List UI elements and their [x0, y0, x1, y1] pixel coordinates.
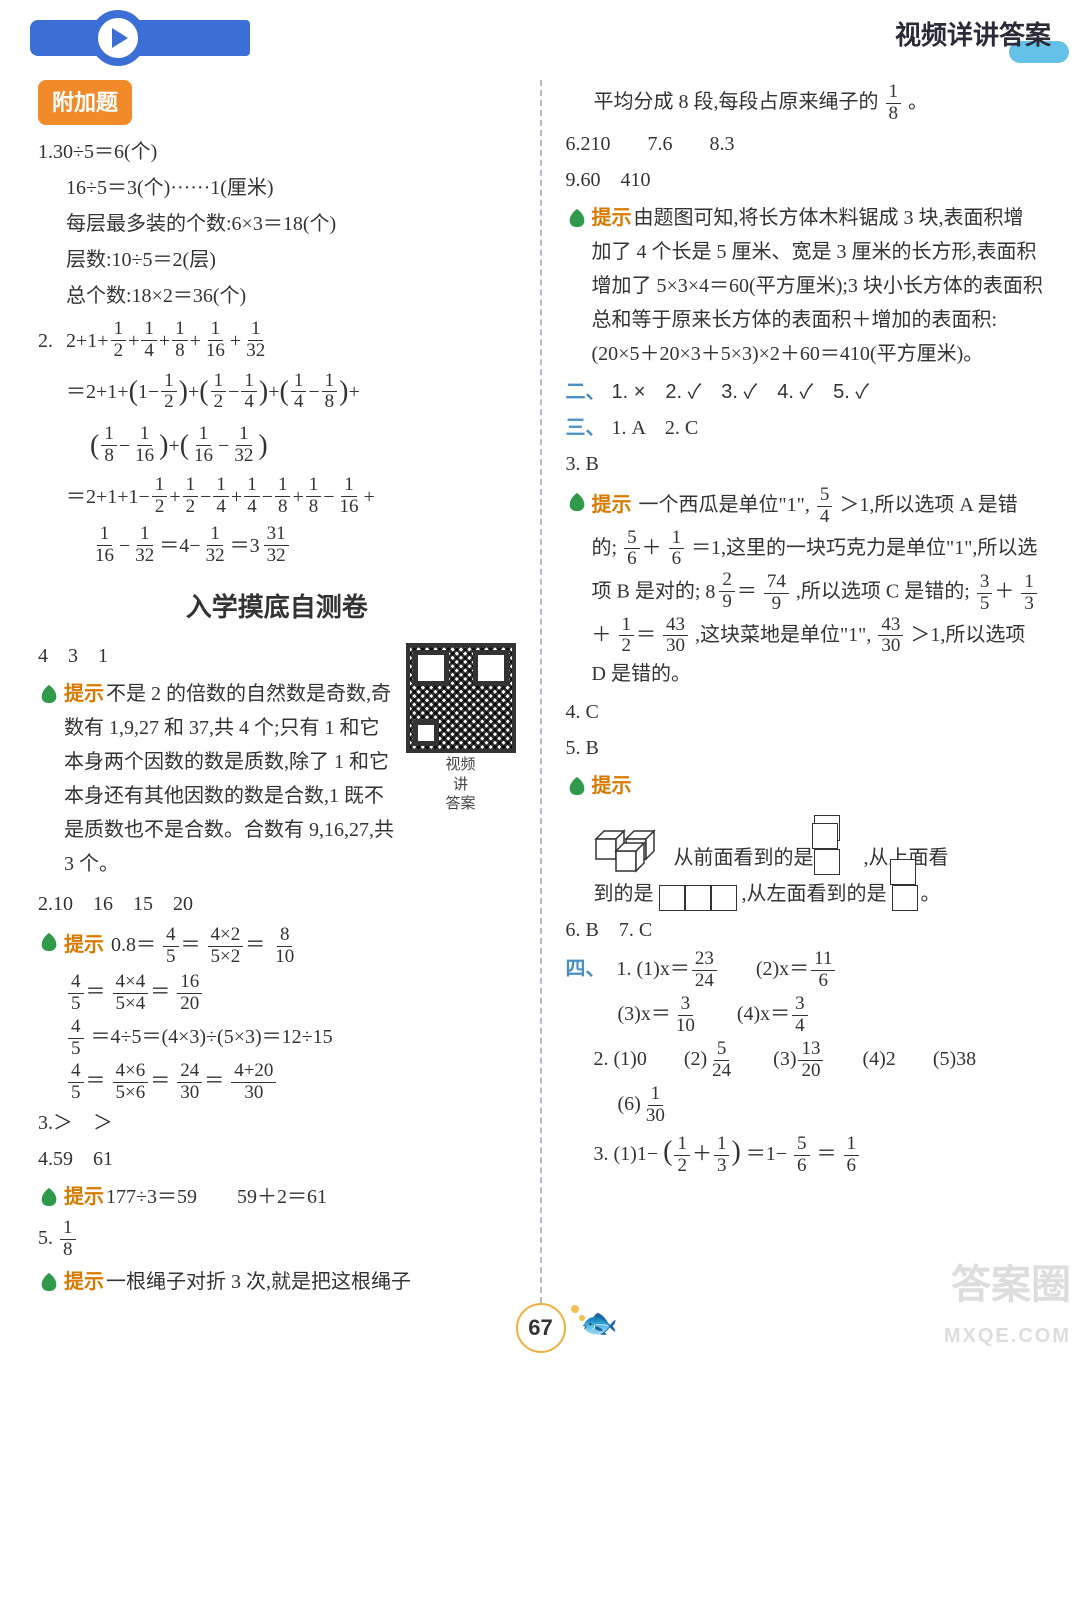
extra-badge: 附加题 [38, 80, 132, 125]
leaf-icon [38, 1271, 60, 1293]
s3-3: 3. B [566, 447, 1044, 481]
s4-1: 四、 1. (1)x＝2324 (2)x＝116 [566, 949, 1044, 992]
section-3-l1: 三、1. A 2. C [566, 411, 1044, 445]
s4-3: 3. (1)1− (12＋13) ＝1− 56 ＝ 16 [566, 1128, 1044, 1177]
leaf-icon [38, 683, 60, 705]
s3-4: 4. C [566, 695, 1044, 729]
s4-2: 2. (1)0 (2)524 (3)1320 (4)2 (5)38 [566, 1039, 1044, 1082]
logo [30, 10, 250, 60]
q678: 6.210 7.6 8.3 [566, 127, 1044, 161]
p1-line: 每层最多装的个数:6×3＝18(个) [38, 207, 516, 241]
q2-ans: 2.10 16 15 20 [38, 887, 516, 921]
leaf-icon [566, 491, 588, 513]
cube-icon [594, 819, 674, 875]
fish-icon: 🐟 [581, 1298, 618, 1349]
section-2: 二、1. × 2. ✓ 3. ✓ 4. ✓ 5. ✓ [566, 375, 1044, 409]
p1-line: 总个数:18×2＝36(个) [38, 279, 516, 313]
tip-block: 提示一根绳子对折 3 次,就是把这根绳子 [38, 1265, 516, 1299]
p2-step: (18−116)+ (116−132) [38, 422, 516, 470]
leaf-icon [566, 207, 588, 229]
page-title: 视频详讲答案 [895, 13, 1051, 57]
tip-block: 提示 0.8＝ 45＝ 4×25×2＝ 810 [38, 925, 516, 968]
p2-expr: 2. 2+1+ 12+ 14+ 18+ 116+ 132 [38, 319, 516, 362]
s4-1b: (3)x＝310 (4)x＝34 [566, 994, 1044, 1037]
s3-67: 6. B 7. C [566, 913, 1044, 947]
s3-5: 5. B [566, 731, 1044, 765]
p1-line: 层数:10÷5＝2(层) [38, 243, 516, 277]
watermark: 答案圈 MXQE.COM [944, 1251, 1071, 1353]
leaf-icon [38, 1186, 60, 1208]
cube-views-2: 到的是 ,从左面看到的是 。 [566, 877, 1044, 911]
column-divider [540, 80, 542, 1303]
s4-2b: (6)130 [566, 1084, 1044, 1127]
qr-block: 视频讲答案 [406, 643, 516, 814]
q2-eq: 45＝ 4×45×4＝ 1620 [38, 972, 516, 1015]
p2-step: ＝2+1+ (1−12)+ (12−14)+ (14−18)+ [38, 368, 516, 416]
p1-line: 1.30÷5＝6(个) [38, 135, 516, 169]
section-subtitle: 入学摸底自测卷 [38, 585, 516, 629]
top-bar: 视频详讲答案 [0, 0, 1081, 80]
tip-block: 提示不是 2 的倍数的自然数是奇数,奇数有 1,9,27 和 37,共 4 个;… [38, 677, 398, 881]
leaf-icon [38, 931, 60, 953]
tip-block: 提示177÷3＝59 59＋2＝61 [38, 1180, 516, 1214]
q5: 5. 18 [38, 1218, 516, 1261]
p2-step: 116− 132 ＝4− 132 ＝ 33132 [38, 524, 516, 567]
qr-label: 视频讲答案 [406, 755, 516, 814]
left-column: 附加题 1.30÷5＝6(个) 16÷5＝3(个)······1(厘米) 每层最… [20, 80, 534, 1303]
tip-block: 提示 一个西瓜是单位"1", 54 ＞1,所以选项 A 是错的; 56＋ 16 … [566, 485, 1044, 692]
cont-text: 平均分成 8 段,每段占原来绳子的 18 。 [566, 82, 1044, 125]
page-number: 67 [516, 1303, 566, 1353]
qr-icon[interactable] [406, 643, 516, 753]
cube-views: 从前面看到的是 ,从上面看 [566, 807, 1044, 875]
right-column: 平均分成 8 段,每段占原来绳子的 18 。 6.210 7.6 8.3 9.6… [548, 80, 1062, 1303]
q2-eq: 45＝ 4×65×6＝ 2430＝ 4+2030 [38, 1061, 516, 1104]
q9: 9.60 410 [566, 163, 1044, 197]
p2-step: ＝2+1+1− 12+ 12− 14+ 14− 18+ 18− 116+ [38, 475, 516, 518]
tip-block: 提示 [566, 769, 1044, 803]
leaf-icon [566, 775, 588, 797]
p1-line: 16÷5＝3(个)······1(厘米) [38, 171, 516, 205]
q2-eq: 45 ＝4÷5＝(4×3)÷(5×3)＝12÷15 [38, 1017, 516, 1060]
q3: 3.＞ ＞ [38, 1106, 516, 1140]
play-icon [90, 10, 146, 66]
tip-block: 提示由题图可知,将长方体木料锯成 3 块,表面积增加了 4 个长是 5 厘米、宽… [566, 201, 1044, 371]
q4: 4.59 61 [38, 1142, 516, 1176]
